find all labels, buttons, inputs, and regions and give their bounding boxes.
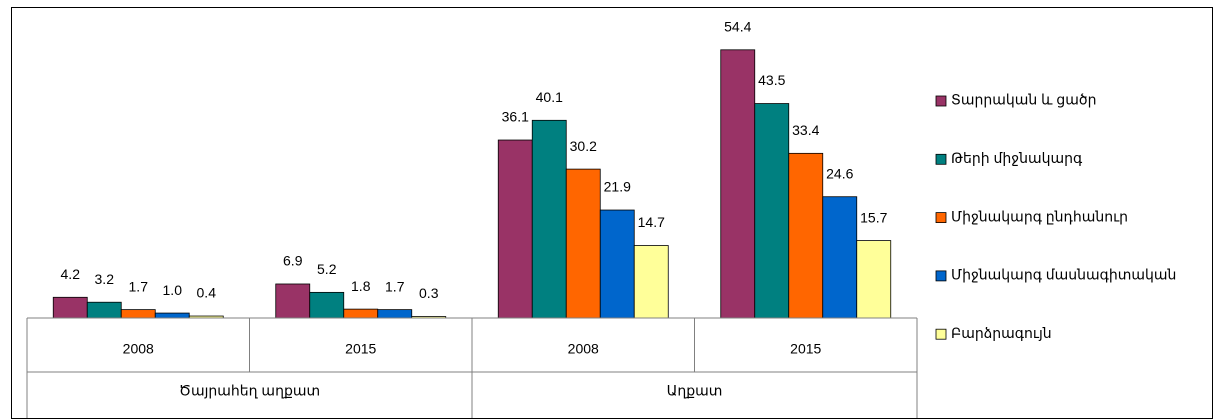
bar: [343, 308, 379, 319]
data-label: 36.1: [502, 109, 529, 125]
legend-swatch: [935, 328, 947, 340]
legend-label: Միջնակարգ մասնագիտական: [951, 267, 1176, 283]
bar: [309, 291, 345, 319]
bar: [599, 209, 635, 319]
data-label: 40.1: [536, 89, 563, 105]
bar: [633, 245, 669, 319]
bar: [856, 240, 892, 319]
bar: [754, 103, 790, 319]
x-tick-label: 2008: [568, 341, 599, 357]
data-label: 24.6: [826, 165, 853, 181]
legend-swatch: [935, 95, 947, 107]
bar: [120, 309, 156, 319]
bar: [377, 309, 413, 319]
group-label: Աղքատ: [667, 383, 723, 399]
group-label: Ծայրահեղ աղքատ: [179, 383, 320, 399]
legend-swatch: [935, 153, 947, 165]
legend-label: Թերի միջնակարգ: [951, 150, 1083, 166]
data-label: 30.2: [570, 138, 597, 154]
bar: [822, 196, 858, 319]
data-label: 1.7: [385, 278, 405, 294]
data-label: 3.2: [95, 271, 115, 287]
data-label: 1.0: [163, 282, 183, 298]
bar: [275, 283, 311, 319]
bar: [154, 312, 190, 319]
bar: [788, 152, 824, 319]
legend-label: Միջնակարգ ընդհանուր: [951, 208, 1128, 224]
bar: [497, 139, 533, 319]
data-label: 0.4: [197, 285, 217, 301]
data-label: 4.2: [61, 266, 81, 282]
legend-swatch: [935, 270, 947, 282]
bar: [565, 168, 601, 319]
bar: [86, 301, 122, 319]
legend-label: Տարրական և ցածր: [951, 92, 1097, 108]
bar: [531, 119, 567, 319]
data-label: 33.4: [792, 122, 819, 138]
legend-swatch: [935, 212, 947, 224]
data-label: 43.5: [758, 72, 785, 88]
data-label: 0.3: [419, 285, 439, 301]
data-label: 1.8: [351, 278, 371, 294]
data-label: 5.2: [317, 261, 337, 277]
bar: [720, 49, 756, 319]
data-label: 54.4: [724, 19, 751, 35]
data-label: 1.7: [129, 278, 149, 294]
data-label: 6.9: [283, 253, 303, 269]
data-label: 21.9: [604, 179, 631, 195]
data-label: 14.7: [638, 214, 665, 230]
x-tick-label: 2015: [345, 341, 376, 357]
legend-label: Բարձրագույն: [951, 325, 1052, 341]
bar: [52, 296, 88, 319]
x-tick-label: 2015: [790, 341, 821, 357]
data-label: 15.7: [860, 209, 887, 225]
x-tick-label: 2008: [123, 341, 154, 357]
